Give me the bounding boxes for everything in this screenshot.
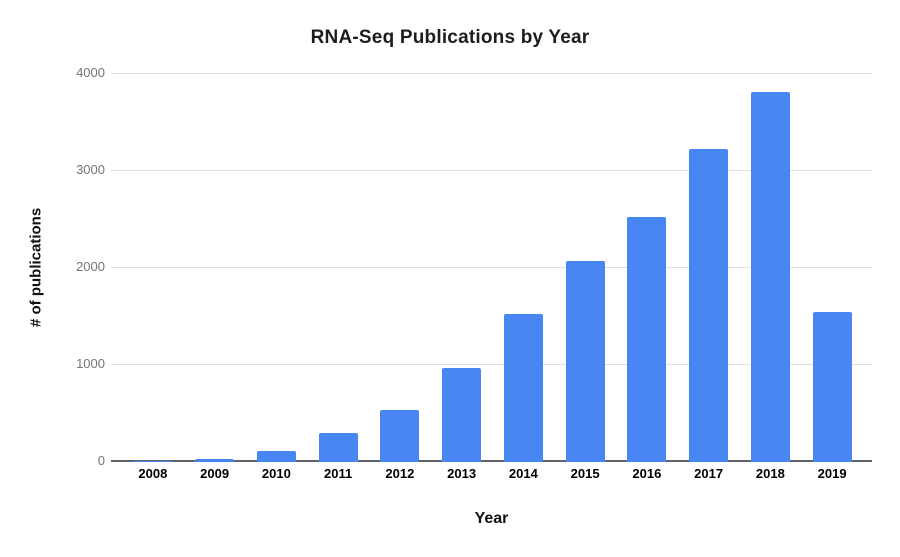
bar-2008 — [133, 460, 173, 462]
x-tick-label: 2010 — [261, 466, 291, 481]
bar-slot — [801, 311, 863, 462]
x-tick-label: 2017 — [694, 466, 724, 481]
y-tick-label: 4000 — [76, 65, 105, 80]
bar-slot — [307, 432, 369, 462]
bar-2012 — [380, 409, 420, 462]
bar-2017 — [689, 148, 729, 462]
bar-slot — [246, 450, 308, 462]
gridline — [111, 364, 872, 365]
bar-slot — [554, 261, 616, 462]
gridline — [111, 170, 872, 171]
bar-slot — [431, 367, 493, 462]
x-tick-label: 2013 — [447, 466, 477, 481]
gridline — [111, 73, 872, 74]
bar-2018 — [750, 92, 790, 462]
bar-slot — [493, 313, 555, 462]
bar-2014 — [503, 313, 543, 462]
x-tick-label: 2014 — [508, 466, 538, 481]
y-tick-label: 3000 — [76, 162, 105, 177]
bar-2019 — [812, 311, 852, 462]
x-tick-label: 2016 — [632, 466, 662, 481]
bar-2015 — [565, 261, 605, 462]
y-tick-label: 2000 — [76, 259, 105, 274]
chart-title: RNA-Seq Publications by Year — [310, 27, 590, 48]
y-tick-label: 1000 — [76, 356, 105, 371]
bar-2011 — [318, 432, 358, 462]
bar-slot — [184, 458, 246, 462]
x-axis-tick-labels: 2008 2009 2010 2011 2012 2013 2014 2015 2016 2017… — [122, 466, 863, 482]
bar-slot — [616, 216, 678, 462]
bar-slot — [740, 92, 802, 462]
bar-slot — [122, 460, 184, 462]
x-tick-label: 2015 — [570, 466, 600, 481]
x-axis-line — [111, 460, 872, 462]
bar-2013 — [442, 367, 482, 462]
gridline — [111, 267, 872, 268]
x-axis-title: Year — [474, 510, 509, 527]
x-tick-label: 2019 — [817, 466, 847, 481]
x-tick-label: 2012 — [385, 466, 415, 481]
bar-slot — [678, 148, 740, 462]
y-tick-label: 0 — [97, 453, 105, 468]
x-tick-label: 2008 — [138, 466, 168, 481]
x-tick-label: 2011 — [324, 466, 353, 481]
bar-series — [122, 73, 863, 462]
bar-2010 — [256, 450, 296, 462]
x-tick-label: 2009 — [200, 466, 230, 481]
bar-2016 — [627, 216, 667, 462]
x-tick-label: 2018 — [755, 466, 785, 481]
bar-slot — [369, 409, 431, 462]
bar-2009 — [195, 458, 235, 462]
